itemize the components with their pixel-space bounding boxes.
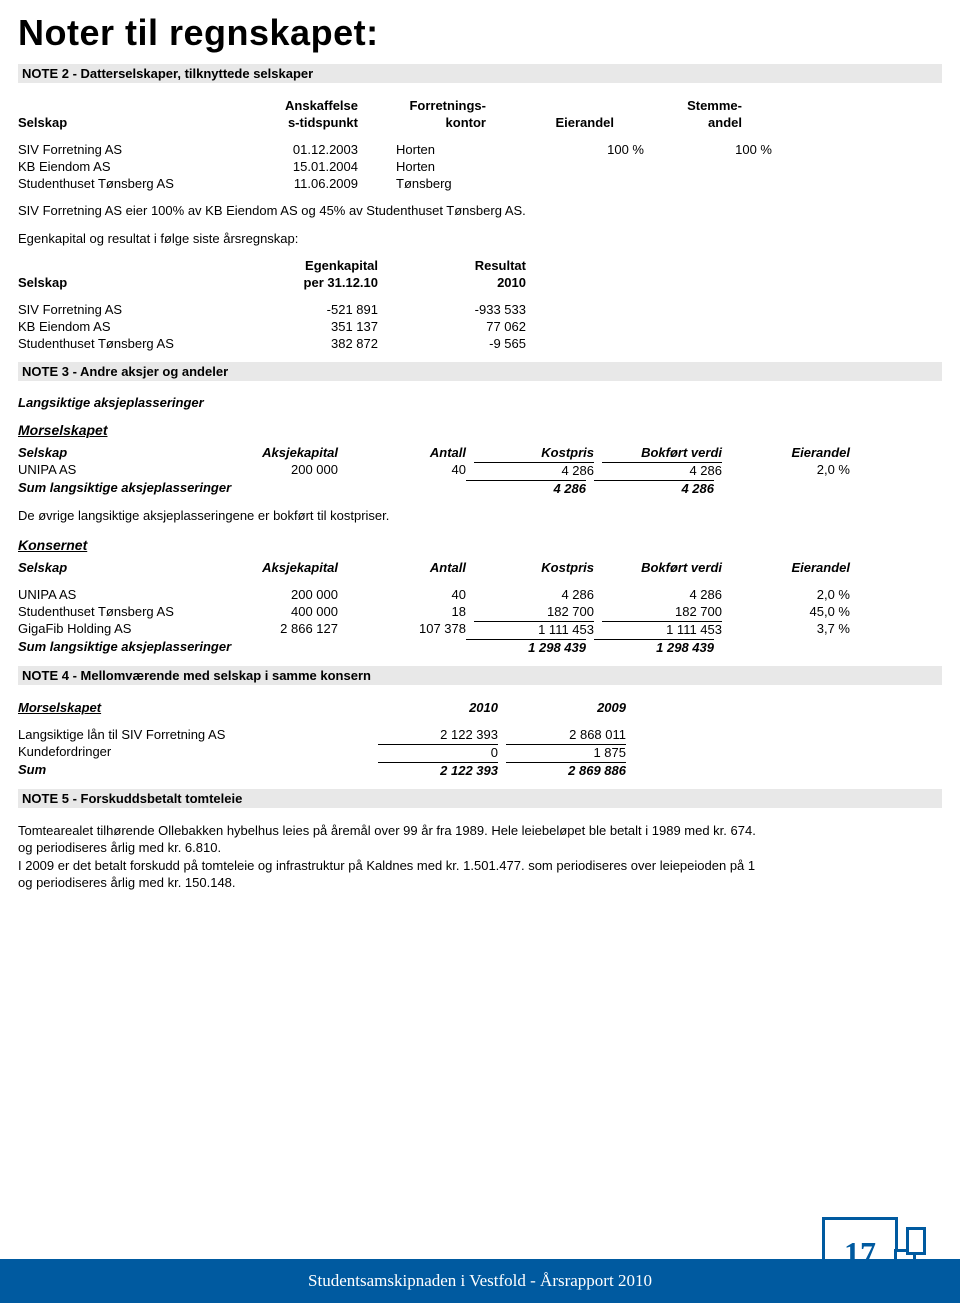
- note2-header: NOTE 2 - Datterselskaper, tilknyttede se…: [18, 64, 942, 83]
- sum-row: Sum langsiktige aksjeplasseringer 1 298 …: [18, 638, 942, 656]
- sum-row: Sum langsiktige aksjeplasseringer 4 286 …: [18, 479, 942, 497]
- table-row: KB Eiendom AS 15.01.2004 Horten: [18, 158, 942, 175]
- badge-decor-icon: [906, 1227, 926, 1255]
- col-forretning: Forretnings-: [366, 98, 494, 113]
- table-row: UNIPA AS 200 000 40 4 286 4 286 2,0 %: [18, 461, 942, 479]
- note3-para: De øvrige langsiktige aksjeplasseringene…: [18, 507, 942, 525]
- page-title: Noter til regnskapet:: [18, 12, 942, 54]
- col-tidspunkt: s-tidspunkt: [238, 115, 366, 130]
- table-row: Kundefordringer 0 1 875: [18, 743, 942, 761]
- note3-sub: Langsiktige aksjeplasseringer: [18, 395, 942, 410]
- note2-para2: Egenkapital og resultat i følge siste år…: [18, 230, 942, 248]
- note5-p2: og periodiseres årlig med kr. 6.810.: [18, 839, 942, 857]
- table-row: Studenthuset Tønsberg AS 11.06.2009 Tøns…: [18, 175, 942, 192]
- col-selskap: Selskap: [18, 115, 238, 130]
- table-row: Langsiktige lån til SIV Forretning AS 2 …: [18, 726, 942, 743]
- table-row: KB Eiendom AS 351 137 77 062: [18, 318, 942, 335]
- note2-table: Anskaffelse Forretnings- Stemme- Selskap…: [18, 97, 942, 192]
- note2-egenkapital-table: Egenkapital Resultat Selskap per 31.12.1…: [18, 257, 942, 352]
- konsernet-heading: Konsernet: [18, 537, 942, 553]
- table-row: Studenthuset Tønsberg AS 400 000 18 182 …: [18, 603, 942, 620]
- col-kontor: kontor: [366, 115, 494, 130]
- table-row: SIV Forretning AS -521 891 -933 533: [18, 301, 942, 318]
- note5-p1: Tomtearealet tilhørende Ollebakken hybel…: [18, 822, 942, 840]
- note2-para1: SIV Forretning AS eier 100% av KB Eiendo…: [18, 202, 942, 220]
- sum-row: Sum 2 122 393 2 869 886: [18, 761, 942, 779]
- col-anskaffelse: Anskaffelse: [238, 98, 366, 113]
- document-page: Noter til regnskapet: NOTE 2 - Dattersel…: [0, 0, 960, 1303]
- note4-table: Morselskapet 2010 2009 Langsiktige lån t…: [18, 699, 942, 779]
- table-row: Studenthuset Tønsberg AS 382 872 -9 565: [18, 335, 942, 352]
- note5-p3: I 2009 er det betalt forskudd på tomtele…: [18, 857, 942, 875]
- note5-p4: og periodiseres årlig med kr. 150.148.: [18, 874, 942, 892]
- col-andel: andel: [622, 115, 750, 130]
- note5-header: NOTE 5 - Forskuddsbetalt tomteleie: [18, 789, 942, 808]
- table-row: GigaFib Holding AS 2 866 127 107 378 1 1…: [18, 620, 942, 638]
- col-eierandel: Eierandel: [494, 115, 622, 130]
- note3-mor-table: Selskap Aksjekapital Antall Kostpris Bok…: [18, 444, 942, 497]
- note4-header: NOTE 4 - Mellomværende med selskap i sam…: [18, 666, 942, 685]
- morselskapet-heading: Morselskapet: [18, 422, 942, 438]
- col-stemme: Stemme-: [622, 98, 750, 113]
- footer-text: Studentsamskipnaden i Vestfold - Årsrapp…: [0, 1259, 960, 1303]
- table-row: UNIPA AS 200 000 40 4 286 4 286 2,0 %: [18, 586, 942, 603]
- table-row: SIV Forretning AS 01.12.2003 Horten 100 …: [18, 141, 942, 158]
- note3-header: NOTE 3 - Andre aksjer og andeler: [18, 362, 942, 381]
- note3-kon-table: Selskap Aksjekapital Antall Kostpris Bok…: [18, 559, 942, 656]
